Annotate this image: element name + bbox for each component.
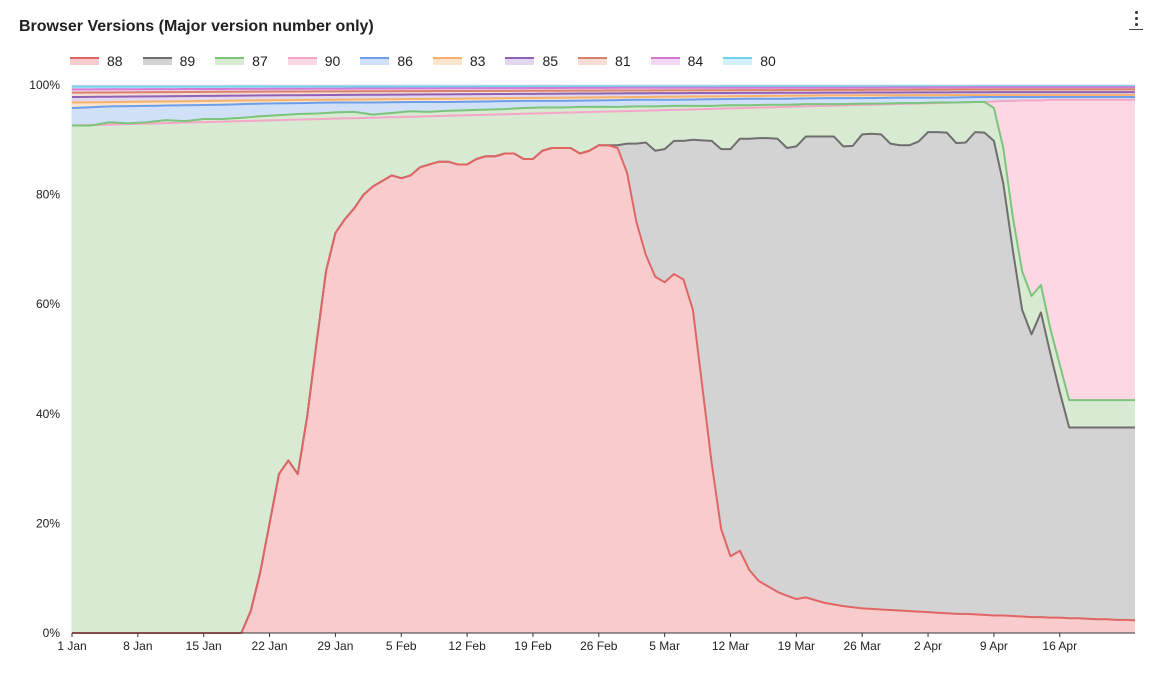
x-tick-label: 26 Feb [580, 639, 618, 653]
y-tick-label: 100% [29, 78, 60, 92]
legend-item-81[interactable]: 81 [578, 53, 631, 69]
legend-label: 90 [324, 53, 341, 69]
legend-item-90[interactable]: 90 [287, 53, 341, 69]
x-tick-label: 15 Jan [186, 639, 222, 653]
area-series-88 [72, 145, 1135, 633]
line-series-84 [71, 86, 1135, 91]
x-tick-label: 12 Mar [712, 639, 749, 653]
x-tick-label: 16 Apr [1042, 639, 1077, 653]
y-tick-label: 0% [43, 626, 61, 640]
legend-item-80[interactable]: 80 [723, 53, 776, 69]
y-tick-label: 40% [36, 407, 60, 421]
legend-label: 84 [687, 53, 704, 69]
legend-label: 83 [469, 53, 486, 69]
legend-label: 87 [252, 53, 268, 69]
legend-swatch [142, 57, 172, 65]
legend-swatch [432, 57, 462, 65]
series-lines [71, 85, 1136, 634]
chart-title: Browser Versions (Major version number o… [19, 18, 374, 35]
x-tick-label: 9 Apr [980, 639, 1008, 653]
x-tick-label: 19 Mar [778, 639, 815, 653]
legend-swatch [360, 57, 390, 65]
x-tick-label: 2 Apr [914, 639, 942, 653]
legend-label: 89 [179, 53, 196, 69]
x-tick-label: 1 Jan [57, 639, 86, 653]
line-series-80 [72, 85, 1135, 88]
line-series-83 [71, 93, 1135, 104]
legend-item-86[interactable]: 86 [360, 53, 413, 69]
x-tick-label: 5 Feb [386, 639, 417, 653]
legend-swatch [70, 57, 99, 65]
legend-swatch [650, 57, 680, 65]
legend-item-85[interactable]: 85 [505, 53, 558, 69]
legend-swatch [723, 57, 753, 65]
more-vert-icon[interactable] [1128, 8, 1144, 30]
legend-swatch [215, 57, 245, 65]
legend-swatch [287, 57, 317, 65]
legend-item-88[interactable]: 88 [70, 53, 123, 69]
chart-legend: 88 89 87 90 86 83 85 81 84 80 [70, 53, 796, 69]
legend-label: 81 [615, 53, 631, 69]
legend-label: 80 [760, 53, 776, 69]
y-tick-label: 80% [36, 188, 60, 202]
legend-item-89[interactable]: 89 [142, 53, 196, 69]
line-series-87 [72, 100, 1135, 402]
y-tick-label: 60% [36, 297, 60, 311]
x-tick-label: 19 Feb [514, 639, 552, 653]
legend-swatch [578, 57, 608, 65]
legend-item-87[interactable]: 87 [215, 53, 268, 69]
legend-item-84[interactable]: 84 [650, 53, 704, 69]
line-series-85 [71, 91, 1135, 99]
legend-item-83[interactable]: 83 [432, 53, 486, 69]
line-series-88 [72, 144, 1136, 634]
legend-swatch [505, 57, 535, 65]
legend-label: 85 [542, 53, 559, 69]
y-tick-label: 20% [36, 516, 60, 530]
legend-label: 86 [397, 53, 413, 69]
x-tick-label: 12 Feb [448, 639, 486, 653]
x-tick-label: 8 Jan [123, 639, 152, 653]
areas [72, 86, 1135, 634]
line-series-86 [71, 96, 1135, 110]
x-tick-label: 5 Mar [649, 639, 680, 653]
x-tick-label: 26 Mar [844, 639, 881, 653]
line-series-81 [71, 88, 1135, 94]
legend-label: 88 [107, 53, 123, 69]
x-tick-label: 22 Jan [252, 639, 288, 653]
x-tick-label: 29 Jan [317, 639, 353, 653]
